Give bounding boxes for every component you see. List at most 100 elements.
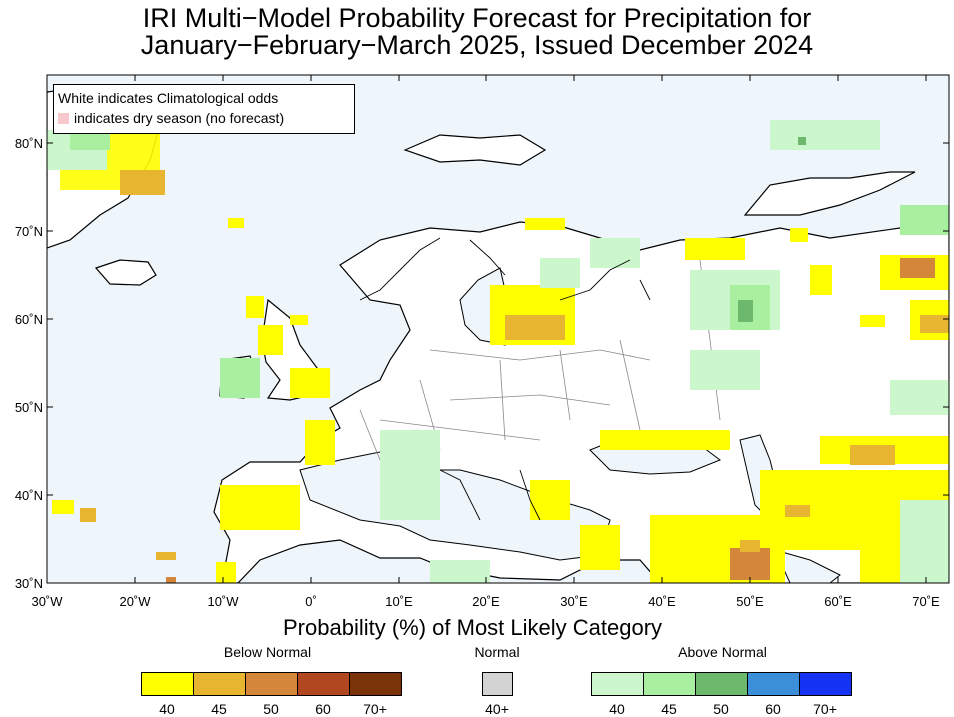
- below-normal-swatch: [297, 672, 350, 696]
- landmass-iceland: [94, 259, 157, 286]
- map-frame: [46, 74, 950, 584]
- cell-below-40: [290, 315, 308, 325]
- lat-label: 30˚N: [15, 576, 43, 591]
- above-normal-tick-label: 40: [609, 701, 625, 717]
- normal-swatch: [482, 672, 513, 696]
- below-normal-swatch: [193, 672, 246, 696]
- lon-label: 60˚E: [824, 594, 852, 609]
- cell-below-45: [80, 508, 96, 522]
- legend-above-label: Above Normal: [678, 644, 767, 660]
- lon-label: 30˚E: [560, 594, 588, 609]
- title-line-1: IRI Multi−Model Probability Forecast for…: [142, 3, 812, 33]
- cell-below-40: [685, 238, 745, 260]
- cell-below-40: [525, 218, 565, 230]
- forecast-cells: [47, 120, 949, 583]
- cell-below-45: [850, 445, 895, 465]
- cell-below-40: [220, 485, 300, 530]
- below-normal-tick-label: 45: [211, 701, 227, 717]
- legend-below-label: Below Normal: [223, 644, 312, 660]
- cell-above-50: [738, 300, 753, 322]
- cell-below-45: [785, 505, 810, 517]
- lat-label: 70˚N: [15, 224, 43, 239]
- cell-above-40: [540, 258, 580, 288]
- lon-label: 50˚E: [736, 594, 764, 609]
- cell-above-40: [900, 205, 949, 235]
- below-normal-swatch: [141, 672, 194, 696]
- cell-above-40: [220, 358, 260, 398]
- lon-label: 10˚E: [385, 594, 413, 609]
- cell-above-40: [380, 430, 440, 520]
- cell-above-40: [770, 120, 880, 150]
- note-climatological-odds: White indicates Climatological odds: [58, 90, 279, 106]
- cell-below-40: [52, 500, 74, 514]
- lon-label: 40˚E: [648, 594, 676, 609]
- above-normal-tick-label: 50: [713, 701, 729, 717]
- cell-below-45: [505, 315, 565, 340]
- legend-note-box: White indicates Climatological odds indi…: [53, 84, 355, 134]
- cell-below-40: [600, 430, 730, 450]
- dry-season-swatch: [58, 113, 69, 124]
- above-normal-tick-label: 60: [765, 701, 781, 717]
- cell-above-50: [798, 137, 806, 145]
- cell-below-40: [216, 562, 236, 583]
- above-normal-swatch: [747, 672, 800, 696]
- lon-label: 0˚: [305, 594, 317, 609]
- below-normal-tick-label: 50: [263, 701, 279, 717]
- cell-below-45: [156, 552, 176, 560]
- above-normal-swatch: [695, 672, 748, 696]
- cell-above-40: [430, 560, 490, 583]
- below-normal-tick-label: 40: [159, 701, 175, 717]
- below-normal-swatch: [245, 672, 298, 696]
- cell-below-50: [900, 258, 935, 278]
- cell-below-50: [730, 548, 770, 580]
- above-normal-swatch: [591, 672, 644, 696]
- cell-below-45: [740, 540, 760, 552]
- legend-heading: Probability (%) of Most Likely Category: [283, 615, 663, 640]
- lon-axis: 30˚W 20˚W 10˚W 0˚ 10˚E 20˚E 30˚E 40˚E 50˚E 60˚E 70…: [31, 75, 940, 609]
- lat-axis: 80˚N 70˚N 60˚N 50˚N 40˚N 30˚N: [15, 136, 949, 591]
- cell-below-40: [790, 228, 808, 242]
- cell-below-40: [580, 525, 620, 570]
- cell-below-45: [920, 315, 949, 333]
- coastlines: [359, 237, 651, 521]
- cell-below-40: [305, 420, 335, 465]
- below-normal-tick-label: 70+: [363, 701, 387, 717]
- borders: [359, 259, 721, 461]
- lat-label: 40˚N: [15, 488, 43, 503]
- cell-below-40: [860, 545, 900, 583]
- cell-below-40: [228, 218, 244, 228]
- cell-below-40: [246, 296, 264, 318]
- lat-label: 60˚N: [15, 312, 43, 327]
- lat-label: 50˚N: [15, 400, 43, 415]
- lon-label: 10˚W: [207, 594, 239, 609]
- above-normal-tick-label: 70+: [813, 701, 837, 717]
- normal-tick-label: 40+: [485, 701, 509, 717]
- cell-below-40: [860, 315, 885, 327]
- cell-above-40: [900, 500, 949, 583]
- cell-below-40: [810, 265, 832, 295]
- cell-above-40: [690, 350, 760, 390]
- cell-below-45: [120, 170, 165, 195]
- landmass-novaya-zemlya: [743, 171, 916, 216]
- below-normal-swatch: [349, 672, 402, 696]
- persian-gulf: [774, 549, 841, 583]
- cell-below-50: [166, 577, 176, 583]
- lon-label: 30˚W: [31, 594, 63, 609]
- lon-label: 20˚W: [119, 594, 151, 609]
- below-normal-tick-label: 60: [315, 701, 331, 717]
- cell-below-40: [258, 325, 283, 355]
- cell-below-40: [290, 368, 330, 398]
- lat-label: 80˚N: [15, 136, 43, 151]
- note-dry-season: indicates dry season (no forecast): [74, 110, 285, 126]
- cell-above-45: [70, 130, 110, 150]
- cell-below-40: [530, 480, 570, 520]
- cell-above-40: [590, 238, 640, 268]
- lon-label: 70˚E: [912, 594, 940, 609]
- above-normal-swatch: [799, 672, 852, 696]
- cell-above-40: [890, 380, 949, 415]
- title-line-2: January−February−March 2025, Issued Dece…: [140, 30, 814, 60]
- lon-label: 20˚E: [472, 594, 500, 609]
- above-normal-swatch: [643, 672, 696, 696]
- legend-normal-label: Normal: [474, 644, 520, 660]
